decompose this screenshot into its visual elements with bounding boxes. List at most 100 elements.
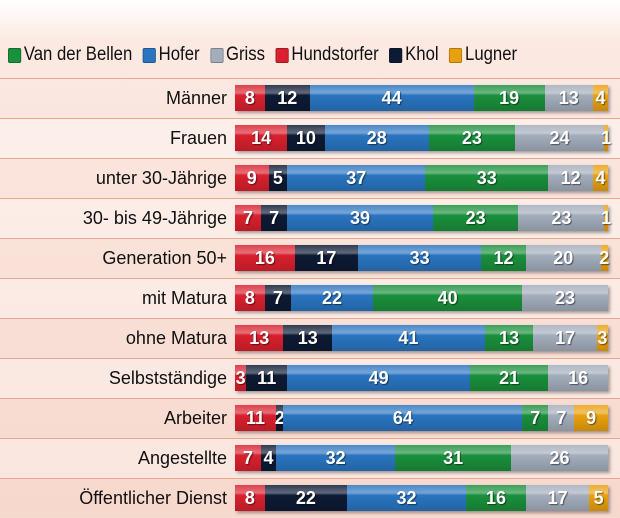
data-label: 17	[316, 247, 337, 268]
category-label: 30- bis 49-Jährige	[82, 208, 227, 228]
bar-segment-hofer: 49	[287, 365, 470, 391]
bar-segment-hofer: 32	[346, 485, 467, 511]
row-m-nner: Männer 8 12 44 19 13 4	[0, 78, 620, 118]
bar-segment-hundstorfer: 11	[235, 405, 277, 431]
legend-item-hofer: Hofer	[142, 44, 200, 66]
bar-segment-lugner: 4	[593, 85, 608, 111]
stacked-bar: 14 10 28 23 24 1	[235, 125, 612, 151]
data-label: 8	[244, 487, 255, 508]
bar-segment-hundstorfer: 9	[235, 165, 269, 191]
bar-segment-khol: 12	[264, 85, 310, 111]
stacked-bar: 7 4 32 31 26	[235, 445, 608, 471]
bar-segment-lugner: 3	[596, 325, 608, 351]
legend-item-griss: Griss	[210, 44, 265, 66]
row-ohne-matura: ohne Matura 13 13 41 13 17 3	[0, 318, 620, 358]
data-label: 2	[274, 407, 285, 428]
data-label: 11	[245, 407, 266, 428]
bar-segment-hofer: 64	[283, 405, 523, 431]
data-label: 13	[499, 327, 520, 348]
bar-segment-griss: 23	[522, 285, 608, 311]
bar-segment-khol: 7	[264, 285, 291, 311]
data-label: 23	[465, 207, 486, 228]
row-unter-30-j-hrige: unter 30-Jährige 9 5 37 33 12 4	[0, 158, 620, 198]
bar-segment-van-der-bellen: 12	[481, 245, 526, 271]
bar-segment-griss: 26	[511, 445, 608, 471]
data-label: 64	[392, 407, 413, 428]
bar-segment-lugner: 2	[599, 245, 610, 271]
bar-segment-hundstorfer: 7	[235, 445, 262, 471]
data-label: 37	[346, 167, 367, 188]
legend: Van der Bellen Hofer Griss Hundstorfer Khol L…	[8, 44, 517, 66]
data-label: 49	[368, 367, 389, 388]
data-label: 13	[249, 327, 270, 348]
bar-segment-griss: 12	[548, 165, 594, 191]
data-label: 4	[595, 87, 606, 108]
bar-segment-hundstorfer: 14	[235, 125, 288, 151]
bar-segment-hofer: 41	[331, 325, 485, 351]
category-label: Angestellte	[137, 448, 227, 468]
bar-segment-hundstorfer: 8	[235, 285, 265, 311]
data-label: 8	[244, 287, 255, 308]
bar-segment-griss: 13	[544, 85, 594, 111]
bar-segment-khol: 5	[268, 165, 288, 191]
category-label: Selbstständige	[108, 368, 227, 388]
data-label: 3	[235, 367, 246, 388]
bar-segment-lugner: 9	[574, 405, 608, 431]
legend-item-khol: Khol	[389, 44, 439, 66]
data-label: 41	[398, 327, 419, 348]
bar-segment-hundstorfer: 3	[235, 365, 247, 391]
legend-label: Griss	[225, 44, 265, 65]
data-label: 33	[409, 247, 430, 268]
bar-segment-khol: 4	[261, 445, 277, 471]
data-label: 12	[493, 247, 514, 268]
legend-item-van-der-bellen: Van der Bellen	[8, 44, 132, 66]
bar-segment-van-der-bellen: 23	[428, 125, 515, 151]
data-label: 5	[593, 487, 604, 508]
category-label: Frauen	[169, 128, 227, 148]
row-30-bis-49-j-hrige: 30- bis 49-Jährige 7 7 39 23 23 1	[0, 198, 620, 238]
bar-segment-khol: 2	[274, 405, 285, 431]
category-label: ohne Matura	[125, 328, 227, 348]
data-label: 12	[277, 87, 298, 108]
data-label: 32	[396, 487, 417, 508]
bar-segment-van-der-bellen: 23	[432, 205, 519, 231]
bar-segment-van-der-bellen: 16	[466, 485, 526, 511]
data-label: 23	[461, 127, 482, 148]
legend-label: Van der Bellen	[23, 44, 133, 65]
data-label: 16	[486, 487, 507, 508]
bar-segment-griss: 16	[548, 365, 608, 391]
row-generation-50-: Generation 50+ 16 17 33 12 20 2	[0, 238, 620, 278]
bar-segment-hofer: 32	[276, 445, 396, 471]
bar-segment-hofer: 37	[287, 165, 426, 191]
row-frauen: Frauen 14 10 28 23 24 1	[0, 118, 620, 158]
legend-label: Lugner	[465, 44, 518, 65]
category-label: unter 30-Jährige	[95, 168, 227, 188]
legend-item-lugner: Lugner	[449, 44, 517, 66]
data-label: 40	[437, 287, 458, 308]
bar-segment-hofer: 33	[358, 245, 482, 271]
bar-segment-hundstorfer: 16	[235, 245, 295, 271]
bar-segment-hundstorfer: 8	[235, 85, 265, 111]
bar-segment-hofer: 39	[287, 205, 433, 231]
bar-segment-hofer: 28	[324, 125, 429, 151]
legend-label: Hundstorfer	[291, 44, 379, 65]
data-label: 2	[599, 247, 610, 268]
data-label: 1	[601, 127, 612, 148]
data-label: 20	[553, 247, 574, 268]
category-label: Generation 50+	[102, 248, 227, 268]
bar-segment-griss: 24	[514, 125, 605, 151]
data-label: 17	[547, 487, 568, 508]
legend-label: Hofer	[158, 44, 200, 65]
legend-swatch	[389, 47, 403, 63]
data-label: 5	[272, 167, 283, 188]
row-selbstst-ndige: Selbstständige 3 11 49 21 16	[0, 358, 620, 398]
data-label: 3	[597, 327, 608, 348]
row-mit-matura: mit Matura 8 7 22 40 23	[0, 278, 620, 318]
bar-segment-van-der-bellen: 21	[469, 365, 549, 391]
data-label: 11	[257, 367, 277, 388]
bar-segment-van-der-bellen: 13	[484, 325, 534, 351]
bar-segment-khol: 11	[246, 365, 288, 391]
bar-segment-khol: 7	[261, 205, 288, 231]
stacked-bar: 8 22 32 16 17 5	[235, 485, 608, 511]
data-label: 31	[443, 447, 464, 468]
